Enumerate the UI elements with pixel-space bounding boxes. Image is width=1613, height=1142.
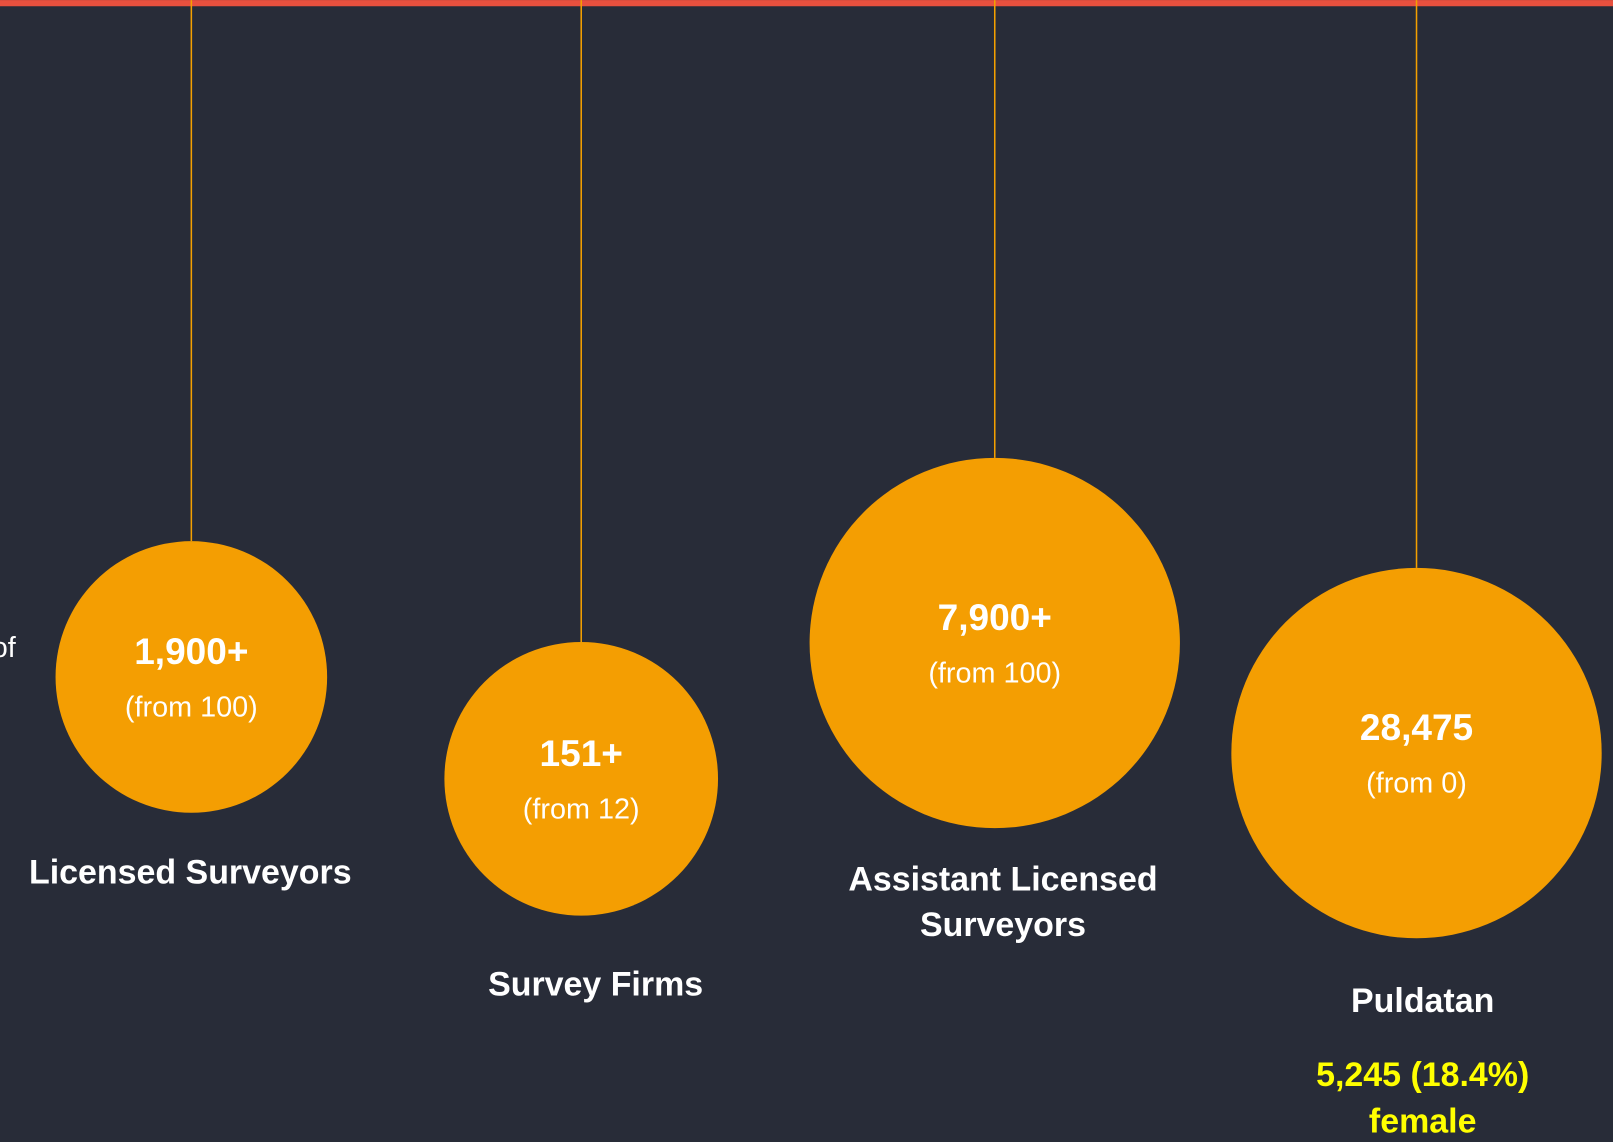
side-text: of <box>0 632 17 664</box>
bubble-note: female <box>1369 1102 1477 1140</box>
bubble-value: 151+ <box>540 732 623 774</box>
bubble-label: Surveyors <box>920 906 1086 944</box>
bubble <box>444 641 719 916</box>
bubble-value: 28,475 <box>1360 706 1473 748</box>
bubble <box>1231 567 1602 939</box>
bubble-label: Survey Firms <box>488 966 703 1004</box>
bubble-from: (from 100) <box>928 658 1061 690</box>
top-bar <box>0 0 1613 7</box>
bubble <box>809 457 1180 829</box>
bubble-label: Licensed Surveyors <box>29 853 352 891</box>
bubble-label: Puldatan <box>1351 982 1494 1020</box>
bubble-from: (from 12) <box>523 793 640 825</box>
bubble-value: 1,900+ <box>134 630 248 672</box>
bubble-value: 7,900+ <box>938 596 1052 638</box>
bubble-label: Assistant Licensed <box>848 861 1157 899</box>
bubble-from: (from 100) <box>125 691 258 723</box>
bubble-note: 5,245 (18.4%) <box>1316 1056 1529 1094</box>
bubble-from: (from 0) <box>1366 768 1467 800</box>
bubble <box>55 541 328 813</box>
